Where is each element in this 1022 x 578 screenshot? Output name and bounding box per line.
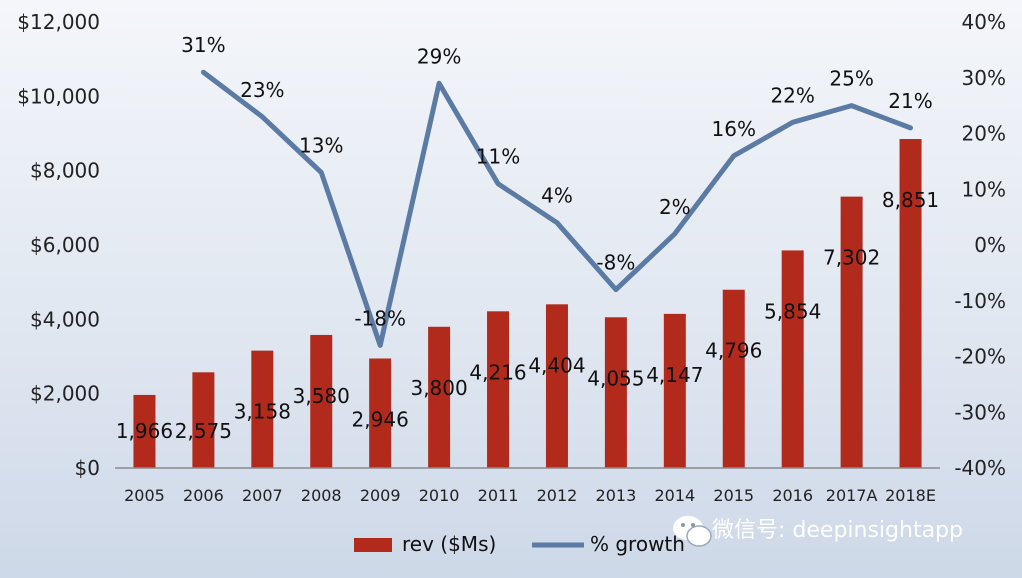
watermark: 微信号: deepinsightapp: [673, 516, 963, 547]
y-right-tick-label: 40%: [962, 10, 1006, 34]
growth-value-label: 25%: [829, 67, 873, 91]
y-left-tick-label: $6,000: [30, 233, 100, 257]
y-right-tick-label: 10%: [962, 177, 1006, 201]
bar-2006: [192, 372, 215, 468]
legend-label-rev: rev ($Ms): [402, 532, 496, 556]
wechat-icon: [673, 516, 712, 547]
x-tick-label: 2008: [301, 486, 342, 505]
x-tick-label: 2010: [419, 486, 460, 505]
bar-2008: [310, 334, 333, 468]
bar-value-label: 8,851: [882, 188, 939, 212]
growth-value-label: 22%: [770, 83, 814, 107]
growth-value-label: 31%: [181, 33, 225, 57]
y-right-tick-label: 0%: [974, 233, 1006, 257]
growth-value-label: 4%: [541, 184, 573, 208]
bar-2010: [428, 326, 451, 468]
growth-value-label: 11%: [476, 145, 520, 169]
bar-2012: [545, 304, 568, 468]
growth-value-label: -18%: [354, 306, 406, 330]
x-tick-label: 2017A: [826, 486, 878, 505]
x-tick-label: 2015: [713, 486, 754, 505]
bar-value-label: 4,796: [705, 339, 762, 363]
y-left-tick-label: $2,000: [30, 382, 100, 406]
bar-value-label: 4,216: [469, 360, 526, 384]
bar-2017A: [840, 196, 863, 468]
growth-value-label: 21%: [888, 89, 932, 113]
y-right-tick-label: -30%: [954, 400, 1006, 424]
bar-2018E: [899, 139, 922, 468]
y-left-tick-label: $10,000: [17, 84, 100, 108]
growth-value-label: 2%: [659, 195, 691, 219]
x-ticks: 2005 2006 2007 2008 2009 2010 2011 2012 2013 2014…: [124, 486, 936, 505]
bar-value-label: 3,580: [293, 384, 350, 408]
legend: rev ($Ms) % growth: [354, 532, 685, 556]
bar-2011: [487, 311, 510, 468]
y-right-tick-label: -40%: [954, 456, 1006, 480]
bar-2005: [133, 394, 156, 468]
legend-swatch-rev: [354, 538, 392, 552]
growth-line: [200, 69, 913, 348]
y-right-tick-label: -20%: [954, 345, 1006, 369]
legend-label-growth: % growth: [590, 532, 685, 556]
watermark-text: 微信号: deepinsightapp: [712, 518, 963, 543]
bar-value-label: 4,055: [587, 366, 644, 390]
x-tick-label: 2013: [596, 486, 637, 505]
x-tick-label: 2005: [124, 486, 165, 505]
bar-value-label: 4,147: [646, 363, 703, 387]
bar-value-label: 2,946: [352, 408, 409, 432]
x-tick-label: 2014: [654, 486, 695, 505]
y-right-tick-label: 30%: [962, 66, 1006, 90]
bar-2014: [663, 313, 686, 468]
x-tick-label: 2012: [537, 486, 578, 505]
bar-value-label: 4,404: [528, 353, 585, 377]
growth-value-label: 13%: [299, 134, 343, 158]
x-tick-label: 2006: [183, 486, 224, 505]
growth-polyline: [200, 69, 913, 348]
y-right-tick-label: 20%: [962, 122, 1006, 146]
y-right-tick-label: -10%: [954, 289, 1006, 313]
bar-2016: [781, 250, 804, 468]
line-labels: 31% 23% 13% -18% 29% 11% 4% -8% 2% 16% 22% 25% 21%: [181, 33, 933, 330]
y-left-tick-label: $0: [75, 456, 100, 480]
right-axis: -40% -30% -20% -10% 0% 10% 20% 30% 40%: [954, 10, 1006, 480]
x-tick-label: 2011: [478, 486, 519, 505]
x-tick-label: 2016: [772, 486, 813, 505]
x-tick-label: 2007: [242, 486, 283, 505]
x-tick-label: 2009: [360, 486, 401, 505]
bar-value-label: 3,800: [410, 376, 467, 400]
bars: [133, 139, 922, 468]
bar-2009: [369, 358, 392, 468]
bar-value-label: 3,158: [234, 400, 291, 424]
y-left-tick-label: $4,000: [30, 307, 100, 331]
left-axis: $0 $2,000 $4,000 $6,000 $8,000 $10,000 $12,000: [17, 10, 100, 480]
growth-value-label: 29%: [417, 44, 461, 68]
bar-value-label: 7,302: [823, 246, 880, 270]
x-tick-label: 2018E: [885, 486, 936, 505]
y-left-tick-label: $8,000: [30, 159, 100, 183]
bar-value-label: 1,966: [116, 419, 173, 443]
growth-value-label: -8%: [596, 251, 635, 275]
y-left-tick-label: $12,000: [17, 10, 100, 34]
bar-2007: [251, 350, 274, 468]
bar-2013: [604, 317, 627, 468]
growth-value-label: 23%: [240, 78, 284, 102]
growth-value-label: 16%: [712, 117, 756, 141]
bar-value-label: 2,575: [175, 419, 232, 443]
bar-value-label: 5,854: [764, 299, 821, 323]
bar-2015: [722, 289, 745, 468]
